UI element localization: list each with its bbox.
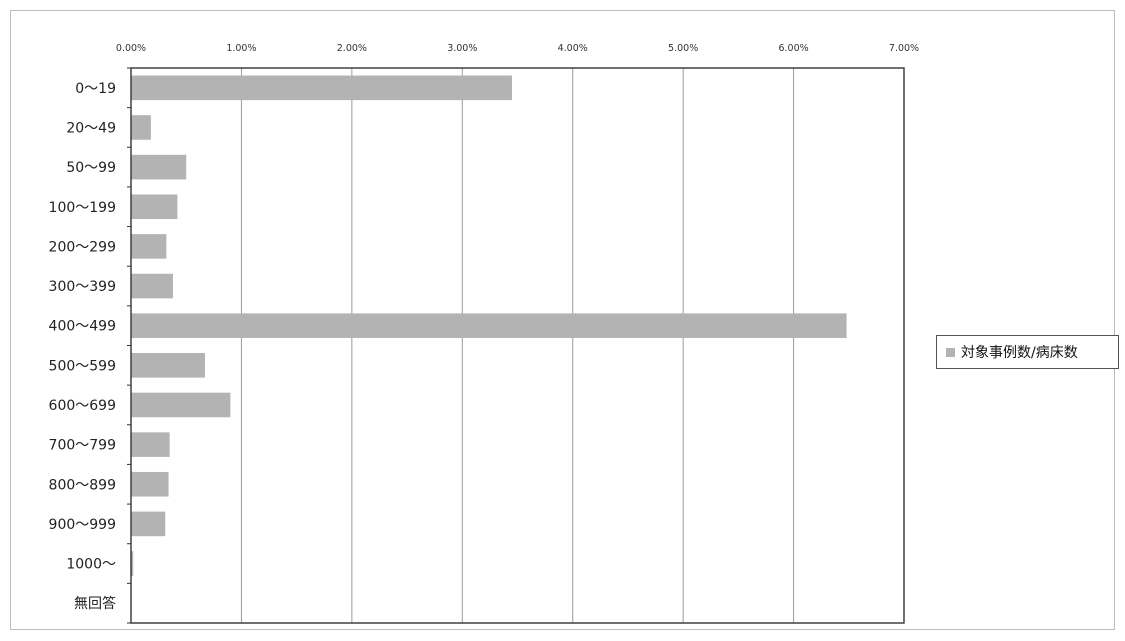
legend-label: 対象事例数/病床数	[961, 345, 1078, 361]
y-category-label: 20〜49	[66, 120, 116, 136]
y-category-label: 300〜399	[49, 279, 116, 295]
y-category-label: 50〜99	[66, 160, 116, 176]
y-category-label: 600〜699	[49, 398, 116, 414]
x-tick-label: 5.00%	[668, 43, 698, 54]
bar	[131, 551, 134, 576]
bar	[131, 273, 173, 299]
x-tick-label: 0.00%	[116, 43, 146, 54]
y-category-label: 1000〜	[66, 557, 116, 573]
bar	[131, 194, 178, 220]
y-category-label: 400〜499	[49, 319, 116, 335]
bar	[131, 471, 169, 497]
y-category-label: 500〜599	[49, 358, 116, 374]
x-tick-label: 4.00%	[558, 43, 588, 54]
bar	[131, 234, 167, 259]
y-category-label: 900〜999	[49, 517, 116, 533]
bar	[131, 75, 512, 101]
x-tick-label: 3.00%	[447, 43, 477, 54]
bar	[131, 511, 166, 537]
y-category-label: 200〜299	[49, 239, 116, 255]
x-tick-label: 1.00%	[226, 43, 256, 54]
bar	[131, 432, 170, 457]
bar	[131, 154, 187, 180]
y-category-label: 無回答	[74, 595, 116, 612]
y-category-label: 800〜899	[49, 477, 116, 493]
bar	[131, 392, 231, 418]
y-category-label: 0〜19	[75, 81, 116, 97]
y-category-label: 100〜199	[49, 200, 116, 216]
x-tick-label: 7.00%	[889, 43, 919, 54]
y-category-label: 700〜799	[49, 438, 116, 454]
x-tick-label: 6.00%	[778, 43, 808, 54]
bar	[131, 353, 205, 378]
plot-area-border	[130, 67, 905, 624]
legend-swatch	[946, 347, 955, 357]
bar	[131, 313, 847, 338]
bar	[131, 115, 151, 140]
legend: 対象事例数/病床数	[936, 335, 1119, 369]
x-tick-label: 2.00%	[337, 43, 367, 54]
